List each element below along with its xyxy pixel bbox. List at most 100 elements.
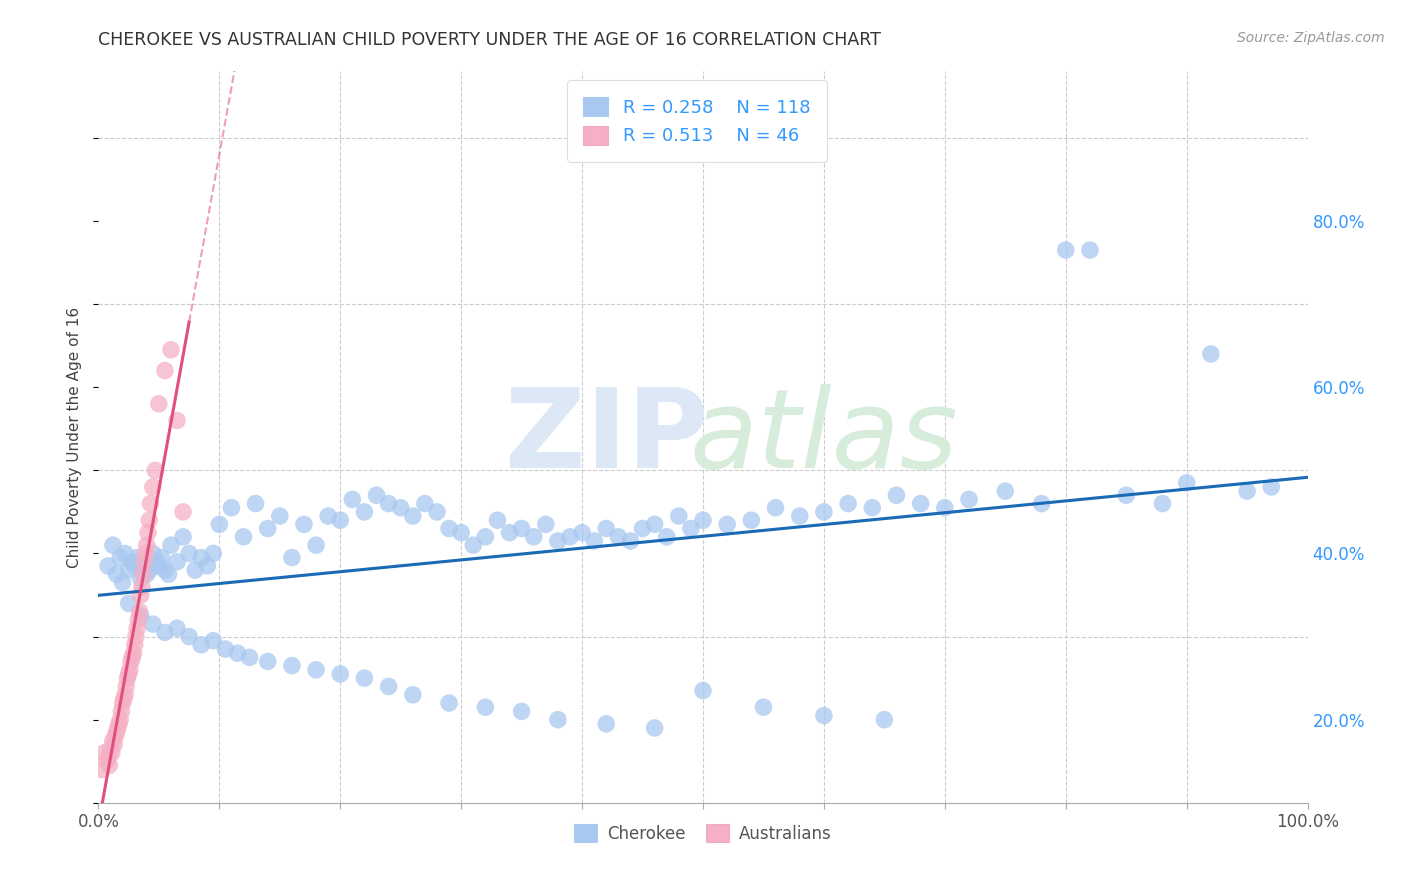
Point — [402, 509, 425, 524]
Point — [160, 538, 183, 552]
Point — [172, 505, 194, 519]
Point — [692, 683, 714, 698]
Point — [644, 517, 666, 532]
Point — [534, 517, 557, 532]
Point — [1152, 497, 1174, 511]
Point — [281, 550, 304, 565]
Point — [190, 638, 212, 652]
Point — [129, 608, 152, 623]
Point — [195, 558, 218, 573]
Point — [292, 517, 315, 532]
Point — [377, 497, 399, 511]
Point — [103, 738, 125, 752]
Point — [1260, 480, 1282, 494]
Point — [607, 530, 630, 544]
Point — [134, 555, 156, 569]
Point — [122, 646, 145, 660]
Point — [132, 567, 155, 582]
Point — [166, 413, 188, 427]
Point — [131, 580, 153, 594]
Point — [813, 708, 835, 723]
Point — [114, 688, 136, 702]
Point — [143, 463, 166, 477]
Point — [679, 521, 702, 535]
Point — [342, 492, 364, 507]
Point — [644, 721, 666, 735]
Point — [510, 521, 533, 535]
Point — [190, 550, 212, 565]
Point — [115, 680, 138, 694]
Point — [127, 550, 149, 565]
Point — [118, 563, 141, 577]
Text: ZIP: ZIP — [505, 384, 709, 491]
Point — [813, 505, 835, 519]
Point — [994, 484, 1017, 499]
Point — [107, 721, 129, 735]
Point — [108, 716, 131, 731]
Point — [100, 741, 122, 756]
Point — [256, 521, 278, 535]
Point — [631, 521, 654, 535]
Legend: Cherokee, Australians: Cherokee, Australians — [568, 817, 838, 849]
Point — [111, 696, 134, 710]
Point — [305, 663, 328, 677]
Point — [1236, 484, 1258, 499]
Point — [145, 555, 167, 569]
Point — [221, 500, 243, 515]
Point — [114, 546, 136, 560]
Point — [595, 521, 617, 535]
Text: atlas: atlas — [689, 384, 959, 491]
Point — [118, 667, 141, 681]
Point — [558, 530, 581, 544]
Point — [450, 525, 472, 540]
Point — [269, 509, 291, 524]
Point — [148, 558, 170, 573]
Point — [668, 509, 690, 524]
Y-axis label: Child Poverty Under the Age of 16: Child Poverty Under the Age of 16 — [67, 307, 83, 567]
Point — [118, 596, 141, 610]
Point — [329, 513, 352, 527]
Point — [121, 555, 143, 569]
Point — [208, 517, 231, 532]
Point — [765, 500, 787, 515]
Point — [281, 658, 304, 673]
Point — [129, 588, 152, 602]
Point — [135, 546, 157, 560]
Point — [184, 563, 207, 577]
Point — [498, 525, 520, 540]
Point — [153, 625, 176, 640]
Point — [389, 500, 412, 515]
Point — [157, 567, 180, 582]
Point — [127, 621, 149, 635]
Point — [142, 546, 165, 560]
Point — [91, 763, 114, 777]
Point — [97, 750, 120, 764]
Point — [127, 613, 149, 627]
Point — [160, 343, 183, 357]
Point — [124, 638, 146, 652]
Point — [1031, 497, 1053, 511]
Point — [105, 725, 128, 739]
Point — [112, 692, 135, 706]
Point — [226, 646, 249, 660]
Point — [101, 538, 124, 552]
Point — [138, 563, 160, 577]
Point — [245, 497, 267, 511]
Point — [402, 688, 425, 702]
Point — [1078, 243, 1101, 257]
Point — [256, 655, 278, 669]
Point — [740, 513, 762, 527]
Point — [716, 517, 738, 532]
Point — [172, 530, 194, 544]
Point — [474, 530, 496, 544]
Point — [166, 621, 188, 635]
Point — [202, 546, 225, 560]
Point — [377, 680, 399, 694]
Point — [135, 567, 157, 582]
Point — [957, 492, 980, 507]
Text: CHEROKEE VS AUSTRALIAN CHILD POVERTY UNDER THE AGE OF 16 CORRELATION CHART: CHEROKEE VS AUSTRALIAN CHILD POVERTY UND… — [98, 31, 882, 49]
Point — [789, 509, 811, 524]
Point — [97, 558, 120, 573]
Point — [134, 558, 156, 573]
Point — [96, 754, 118, 768]
